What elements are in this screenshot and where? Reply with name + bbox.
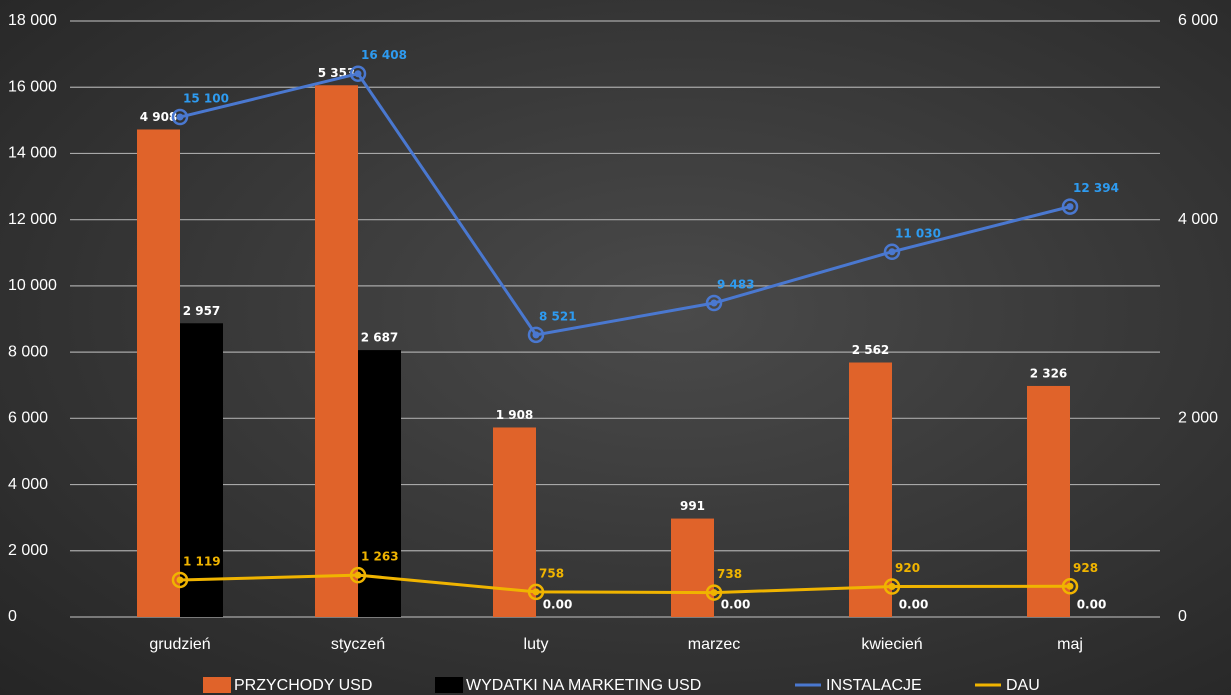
line-value-label: 1 119 [183,554,221,568]
y2-tick-label: 4 000 [1178,211,1218,228]
line-marker-dot [533,331,540,338]
line-marker-dot [711,300,718,307]
line-marker-dot [1067,583,1074,590]
bar [180,323,223,617]
line-marker-dot [355,572,362,579]
y-tick-label: 14 000 [8,145,57,162]
bar-value-label: 0.00 [899,598,929,612]
line-value-label: 16 408 [361,48,407,62]
x-tick-label: styczeń [331,636,385,653]
bar-value-label: 1 908 [496,408,534,422]
x-tick-label: kwiecień [861,636,922,653]
y-tick-label: 4 000 [8,476,48,493]
x-tick-label: maj [1057,636,1083,653]
y-tick-label: 2 000 [8,542,48,559]
bar-value-label: 2 326 [1030,366,1068,380]
bar-value-label: 0.00 [543,598,573,612]
bar-value-label: 2 957 [183,304,221,318]
x-tick-label: luty [524,636,549,653]
y2-tick-label: 6 000 [1178,12,1218,29]
bar-value-label: 0.00 [1077,598,1107,612]
bar-value-label: 0.00 [721,598,751,612]
legend-label: PRZYCHODY USD [234,677,372,694]
y-tick-label: 8 000 [8,343,48,360]
line-value-label: 12 394 [1073,181,1119,195]
x-tick-label: grudzień [149,636,210,653]
line-value-label: 1 263 [361,550,399,564]
bar [849,363,892,617]
line-marker-dot [177,114,184,121]
bar-value-label: 2 687 [361,331,399,345]
bar-value-label: 2 562 [852,343,890,357]
line-marker-dot [889,248,896,255]
legend-label: WYDATKI NA MARKETING USD [466,677,701,694]
y-tick-label: 10 000 [8,277,57,294]
line-value-label: 11 030 [895,226,941,240]
line-marker-dot [711,589,718,596]
line-value-label: 928 [1073,561,1098,575]
y-tick-label: 6 000 [8,410,48,427]
y-tick-label: 12 000 [8,211,57,228]
x-tick-label: marzec [688,636,740,653]
y2-tick-label: 2 000 [1178,410,1218,427]
line-marker-dot [533,588,540,595]
bar-value-label: 991 [680,499,705,513]
y-tick-label: 16 000 [8,78,57,95]
legend-label: INSTALACJE [826,677,922,694]
y-tick-label: 18 000 [8,12,57,29]
y-tick-label: 0 [8,608,17,625]
line-marker-dot [177,576,184,583]
bar [671,519,714,617]
line-value-label: 9 483 [717,278,755,292]
line-value-label: 738 [717,567,742,581]
line-marker-dot [1067,203,1074,210]
chart: 0 2 000 4 000 6 000 8 000 10 000 12 000 14 000 1… [0,0,1231,695]
legend-swatch [203,677,231,693]
legend-swatch [435,677,463,693]
bar [315,85,358,617]
line-value-label: 920 [895,561,920,575]
bar-value-label: 4 908 [140,110,178,124]
line-marker-dot [355,70,362,77]
legend-label: DAU [1006,677,1040,694]
y2-tick-label: 0 [1178,608,1187,625]
line-value-label: 758 [539,566,564,580]
line-marker-dot [889,583,896,590]
bar [137,129,180,617]
line-value-label: 15 100 [183,92,229,106]
line-value-label: 8 521 [539,309,577,323]
